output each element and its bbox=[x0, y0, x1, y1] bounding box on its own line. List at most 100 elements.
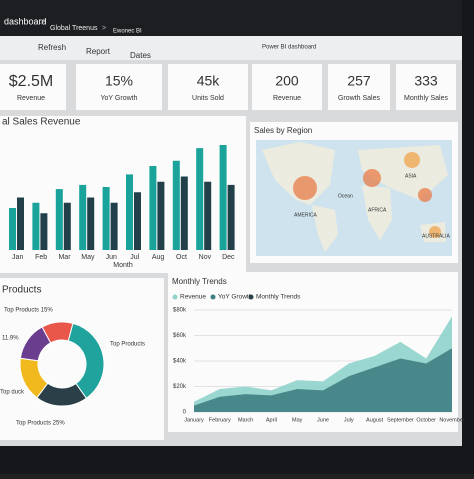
x-tick-label: Jan bbox=[12, 254, 23, 261]
bar bbox=[172, 160, 180, 250]
panel-title: Sales by Region bbox=[254, 126, 312, 135]
x-tick-label: June bbox=[317, 417, 329, 423]
heat bbox=[404, 152, 420, 168]
kpi-value: 15% bbox=[105, 73, 133, 89]
bar bbox=[102, 187, 110, 250]
map-label: Ocean bbox=[338, 193, 353, 199]
map-label: AFRICA bbox=[368, 207, 387, 213]
kpi-card bbox=[168, 64, 248, 110]
bar bbox=[157, 181, 165, 250]
toolbar-button[interactable]: Dates bbox=[130, 51, 151, 60]
bar bbox=[63, 202, 71, 250]
title: Power BI dashboard bbox=[262, 45, 316, 51]
sep: > bbox=[40, 16, 45, 26]
land bbox=[362, 185, 392, 240]
crumb[interactable]: Global Treenus bbox=[50, 25, 98, 32]
pie-annotation: Top Products 15% bbox=[4, 308, 53, 314]
toolbar-button[interactable]: Refresh bbox=[38, 43, 66, 52]
pie-annotation: Top duck bbox=[0, 390, 25, 396]
kpi-label: YoY Growth bbox=[101, 95, 138, 102]
bar bbox=[126, 174, 133, 250]
bar bbox=[110, 202, 118, 250]
legend-marker bbox=[172, 294, 178, 300]
bar bbox=[227, 184, 235, 250]
bar bbox=[149, 166, 157, 250]
panel-title: Monthly Trends bbox=[172, 277, 227, 286]
kpi-value: 200 bbox=[275, 73, 299, 89]
x-tick-label: February bbox=[209, 417, 231, 423]
map-label: AMERICA bbox=[294, 212, 317, 218]
bar bbox=[17, 197, 24, 250]
y-tick-label: $40k bbox=[173, 359, 187, 365]
panel-title: al Sales Revenue bbox=[2, 117, 81, 128]
x-tick-label: Nov bbox=[199, 254, 212, 261]
pie-slice bbox=[41, 321, 74, 344]
bar bbox=[9, 208, 16, 250]
land bbox=[358, 145, 448, 200]
bar bbox=[219, 145, 227, 250]
x-tick-label: Jul bbox=[130, 254, 139, 261]
x-tick-label: May bbox=[292, 417, 303, 423]
kpi-card bbox=[76, 64, 162, 110]
crumb[interactable]: Ewonec BI bbox=[113, 29, 142, 35]
bar bbox=[55, 189, 63, 250]
x-tick-label: August bbox=[366, 417, 384, 423]
bar bbox=[87, 197, 95, 250]
legend-label: Monthly Trends bbox=[256, 294, 301, 301]
y-tick-label: $60k bbox=[173, 333, 187, 339]
bar bbox=[204, 181, 212, 250]
x-tick-label: April bbox=[266, 417, 277, 423]
x-tick-label: Aug bbox=[152, 254, 165, 261]
crumb[interactable]: dashboard bbox=[4, 16, 47, 26]
pie-annotation: 11.9% bbox=[2, 336, 19, 342]
kpi-card bbox=[328, 64, 390, 110]
x-tick-label: Mar bbox=[58, 254, 71, 261]
bar bbox=[32, 202, 40, 250]
bar bbox=[40, 213, 48, 250]
land bbox=[312, 205, 338, 252]
x-tick-label: Jun bbox=[106, 254, 117, 261]
kpi-label: Growth Sales bbox=[338, 95, 381, 102]
y-tick-label: $20k bbox=[173, 384, 187, 390]
kpi-value: $2.5M bbox=[9, 73, 53, 90]
legend-marker bbox=[210, 294, 216, 300]
heat bbox=[418, 188, 432, 202]
bezel-right bbox=[462, 0, 474, 474]
kpi-card bbox=[396, 64, 456, 110]
bar bbox=[196, 148, 204, 250]
toolbar-button[interactable]: Report bbox=[86, 47, 111, 56]
heat bbox=[363, 169, 381, 187]
legend-label: Revenue bbox=[180, 294, 206, 301]
x-tick-label: October bbox=[416, 417, 436, 423]
bar bbox=[134, 192, 141, 250]
x-tick-label: May bbox=[81, 254, 95, 261]
kpi-label: Revenue bbox=[273, 95, 301, 102]
map-label: AUSTRALIA bbox=[422, 233, 450, 239]
x-tick-label: Oct bbox=[176, 254, 187, 261]
x-tick-label: September bbox=[387, 417, 414, 423]
panel-title: Products bbox=[2, 285, 41, 296]
area bbox=[194, 348, 452, 412]
legend-marker bbox=[248, 294, 254, 300]
x-tick-label: March bbox=[238, 417, 253, 423]
kpi-value: 257 bbox=[347, 73, 371, 89]
legend-label: YoY Growth bbox=[218, 294, 253, 301]
sep: > bbox=[102, 25, 106, 32]
heat bbox=[293, 176, 317, 200]
kpi-value: 333 bbox=[414, 73, 438, 89]
pie-annotation: Top Products bbox=[110, 342, 145, 348]
map bbox=[256, 140, 452, 256]
kpi-label: Units Sold bbox=[192, 95, 224, 102]
heat bbox=[429, 226, 441, 238]
x-tick-label: Feb bbox=[35, 254, 47, 261]
map-label: ASIA bbox=[405, 173, 417, 179]
kpi-card bbox=[0, 64, 66, 110]
bezel bbox=[0, 446, 474, 474]
kpi-value: 45k bbox=[197, 73, 221, 89]
kpi-label: Revenue bbox=[17, 95, 45, 102]
toolbar bbox=[0, 36, 474, 60]
bar bbox=[180, 176, 188, 250]
x-tick-label: Dec bbox=[222, 254, 235, 261]
